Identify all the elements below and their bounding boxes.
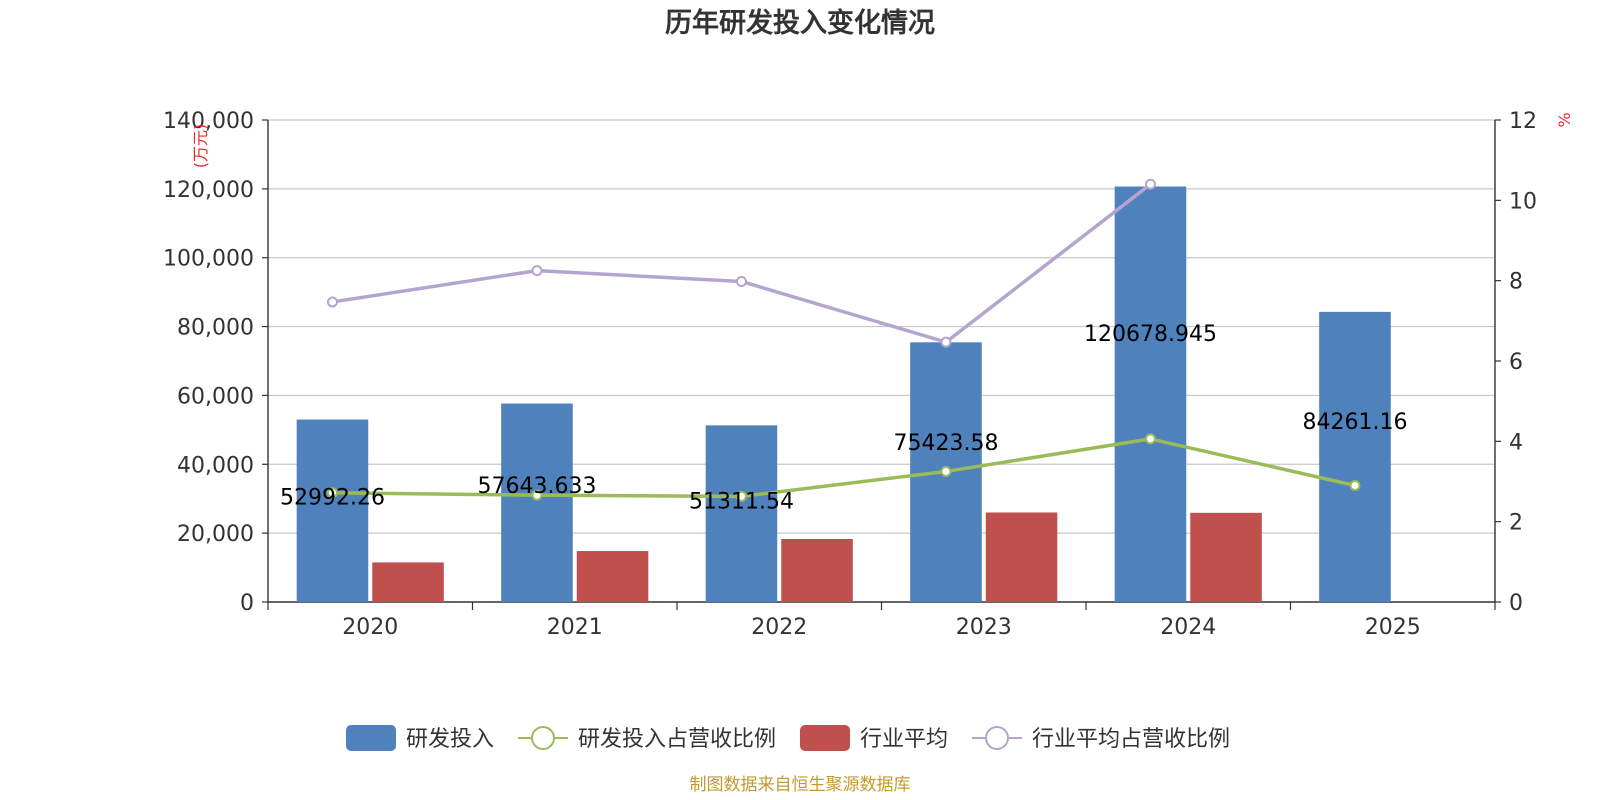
industry-ratio-point [531,265,543,277]
rd-data-label: 51311.54 [689,489,794,514]
chart-title: 历年研发投入变化情况 [665,7,935,39]
legend-item[interactable]: 行业平均占营收比例 [972,726,1230,752]
x-axis: 2020 2021 2022 2023 2024 2025 [267,601,1496,640]
left-tick-label: 20,000 [177,522,254,547]
left-axis-unit: (万元) [191,124,210,169]
source-note: 制图数据来自恒生聚源数据库 [690,775,911,795]
legend-item[interactable]: 行业平均 [800,725,948,752]
rd-ratio-point [940,465,952,477]
left-tick-label: 100,000 [163,247,254,272]
left-tick-label: 120,000 [163,178,254,203]
right-axis: 0 2 4 6 8 10 12 [1494,109,1537,616]
legend-label: 研发投入 [406,727,494,752]
rd-bar [1114,186,1187,602]
rd-ratio-point [326,487,338,499]
legend-item[interactable]: 研发投入占营收比例 [518,726,776,752]
bars [296,186,1391,602]
industry-bar [372,562,444,602]
left-tick-label: 140,000 [163,109,254,134]
rd-ratio-point [1349,480,1361,492]
rd-ratio-line [332,437,1356,499]
left-tick-label: 60,000 [177,384,254,409]
gridlines [268,119,1495,534]
legend-label: 研发投入占营收比例 [578,727,776,752]
right-tick-label: 4 [1509,430,1523,455]
industry-ratio-point [735,275,747,287]
rd-data-label: 120678.945 [1084,322,1217,347]
right-axis-unit: % [1555,112,1574,127]
rd-ratio-point [735,490,747,502]
x-tick-label: 2025 [1365,615,1421,640]
rd-ratio-point [1144,433,1156,445]
industry-ratio-point [326,296,338,308]
legend-marker-icon [531,726,555,750]
left-tick-label: 40,000 [177,453,254,478]
legend-swatch-icon [800,725,850,751]
industry-ratio-line [332,182,1152,344]
rd-data-label: 84261.16 [1302,410,1407,435]
industry-bar [1190,512,1262,602]
x-tick-label: 2020 [342,615,398,640]
left-axis: 0 20,000 40,000 60,000 80,000 100,000 120,000 1… [163,109,269,616]
x-tick-label: 2023 [956,615,1012,640]
right-tick-label: 10 [1509,189,1537,214]
rd-data-label: 57643.633 [477,474,596,499]
x-tick-label: 2022 [751,615,807,640]
legend-label: 行业平均 [860,727,948,752]
rd-ratio-point [531,489,543,501]
rd-bar [705,425,778,602]
industry-bar [781,538,853,602]
legend-marker-icon [985,726,1009,750]
right-tick-label: 12 [1509,109,1537,134]
legend-label: 行业平均占营收比例 [1032,727,1230,752]
lines [326,178,1361,502]
legend-swatch-icon [346,725,396,751]
left-tick-label: 0 [240,591,254,616]
x-tick-label: 2021 [547,615,603,640]
legend[interactable]: 研发投入 研发投入占营收比例 行业平均 行业平均占营收比例 [346,725,1230,752]
rd-bar [501,403,573,602]
right-tick-label: 6 [1509,350,1523,375]
rd-data-label: 75423.58 [893,431,998,456]
industry-bar [576,551,649,602]
data-labels: 52992.26 57643.633 51311.54 75423.58 120678.… [280,322,1407,514]
x-tick-label: 2024 [1160,615,1216,640]
left-tick-label: 80,000 [177,316,254,341]
industry-bar [985,512,1058,602]
industry-ratio-point [1144,178,1156,190]
rd-bar [1319,311,1391,602]
right-tick-label: 8 [1509,270,1523,295]
legend-item[interactable]: 研发投入 [346,725,494,752]
industry-ratio-point [940,336,952,348]
rd-data-label: 52992.26 [280,485,385,510]
rd-bar [296,419,369,602]
right-tick-label: 0 [1509,591,1523,616]
right-tick-label: 2 [1509,511,1523,536]
